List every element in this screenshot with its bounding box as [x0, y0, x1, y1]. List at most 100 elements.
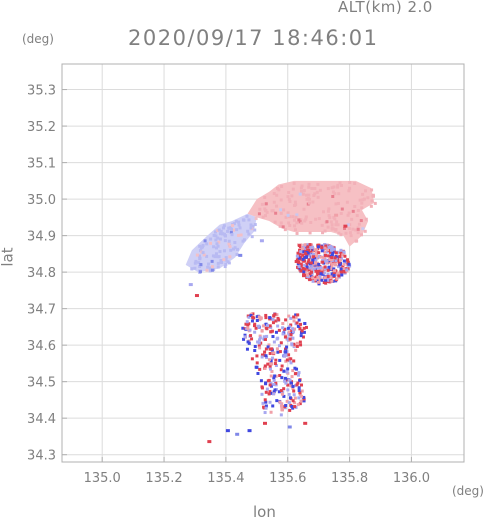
echo-pixel	[295, 383, 299, 387]
echo-pixel	[303, 267, 307, 271]
echo-pixel	[298, 340, 302, 344]
echo-pixel	[246, 340, 250, 344]
echo-pixel	[279, 368, 283, 372]
echo-pixel	[360, 206, 364, 210]
echo-pixel	[268, 352, 272, 356]
echo-pixel	[357, 222, 361, 226]
echo-pixel	[310, 272, 314, 276]
echo-pixel	[265, 355, 269, 359]
echo-pixel	[320, 246, 324, 250]
isolated-echo	[225, 429, 230, 433]
echo-pixel	[272, 390, 276, 394]
echo-pixel	[308, 266, 312, 270]
echo-pixel	[334, 223, 338, 227]
echo-pixel	[299, 186, 303, 190]
western-echo-mass	[185, 213, 258, 274]
y-tick-label: 34.6	[27, 339, 56, 354]
echo-pixel	[257, 341, 261, 345]
echo-pixel	[227, 242, 231, 246]
echo-pixel	[351, 227, 355, 231]
echo-pixel	[334, 202, 338, 206]
echo-pixel	[299, 269, 303, 273]
echo-pixel	[283, 354, 287, 358]
echo-pixel	[333, 217, 337, 221]
echo-pixel	[320, 270, 324, 274]
echo-pixel	[305, 265, 309, 269]
echo-pixel	[266, 362, 270, 366]
echo-pixel	[284, 403, 288, 407]
echo-pixel	[245, 347, 249, 351]
echo-pixel	[320, 278, 324, 282]
echo-pixel	[311, 253, 315, 257]
echo-pixel	[194, 259, 198, 263]
echo-pixel	[280, 185, 284, 189]
echo-pixel	[288, 333, 292, 337]
echo-pixel	[298, 402, 302, 406]
echo-pixel	[323, 246, 327, 250]
echo-pixel	[279, 341, 283, 345]
echo-pixel	[292, 389, 296, 393]
echo-pixel	[207, 262, 211, 266]
echo-pixel	[209, 237, 213, 241]
echo-pixel	[293, 384, 297, 388]
echo-pixel	[227, 239, 231, 243]
echo-pixel	[292, 342, 296, 346]
echo-pixel	[215, 242, 219, 246]
echo-pixel	[241, 326, 245, 330]
echo-pixel	[316, 276, 320, 280]
echo-pixel	[256, 340, 260, 344]
echo-pixel	[267, 343, 271, 347]
y-tick-label: 34.7	[27, 303, 56, 318]
echo-pixel	[205, 242, 209, 246]
echo-pixel	[361, 227, 365, 231]
echo-pixel	[285, 336, 289, 340]
echo-pixel	[262, 335, 266, 339]
echo-pixel	[324, 278, 328, 282]
echo-pixel	[260, 385, 264, 389]
echo-pixel	[223, 249, 227, 253]
echo-pixel	[302, 274, 306, 278]
echo-pixel	[294, 315, 298, 319]
echo-pixel	[336, 183, 340, 187]
echo-pixel	[288, 378, 292, 382]
echo-pixel	[296, 381, 300, 385]
echo-pixel	[197, 261, 201, 265]
echo-pixel	[300, 329, 304, 333]
echo-pixel	[254, 217, 258, 221]
isolated-echo	[343, 224, 348, 228]
echo-pixel	[292, 319, 296, 323]
echo-pixel	[201, 251, 205, 255]
echo-pixel	[322, 255, 326, 259]
echo-pixel	[303, 243, 307, 247]
echo-pixel	[221, 226, 225, 230]
echo-pixel	[254, 326, 258, 330]
echo-pixel	[290, 404, 294, 408]
echo-pixel	[345, 268, 349, 272]
echo-pixel	[281, 326, 285, 330]
isolated-echo	[247, 429, 252, 433]
echo-pixel	[219, 259, 223, 263]
echo-pixel	[276, 336, 280, 340]
echo-pixel	[218, 250, 222, 254]
echo-pixel	[284, 381, 288, 385]
echo-pixel	[321, 259, 325, 263]
echo-pixel	[284, 350, 288, 354]
echo-pixel	[263, 411, 267, 415]
echo-pixel	[285, 378, 289, 382]
echo-pixel	[195, 253, 199, 257]
echo-pixel	[303, 219, 307, 223]
echo-pixel	[268, 362, 272, 366]
echo-pixel	[282, 394, 286, 398]
echo-pixel	[218, 232, 222, 236]
echo-pixel	[327, 245, 331, 249]
echo-pixel	[308, 278, 312, 282]
echo-pixel	[330, 186, 334, 190]
echo-pixel	[265, 210, 269, 214]
echo-pixel	[339, 256, 343, 260]
echo-pixel	[247, 232, 251, 236]
echo-pixel	[315, 190, 319, 194]
echo-pixel	[319, 255, 323, 259]
echo-pixel	[307, 201, 311, 205]
echo-pixel	[339, 248, 343, 252]
